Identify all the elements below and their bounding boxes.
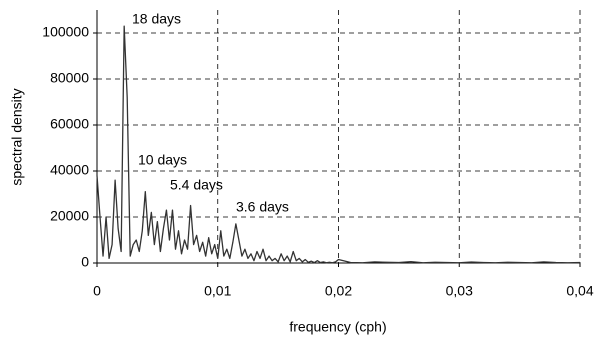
annotation: 10 days bbox=[138, 152, 187, 168]
annotation: 5.4 days bbox=[170, 177, 223, 193]
annotation: 18 days bbox=[132, 11, 181, 27]
y-axis-label: spectral density bbox=[9, 88, 25, 185]
y-tick-label: 0 bbox=[81, 254, 89, 270]
x-tick-label: 0 bbox=[93, 283, 101, 299]
x-tick-label: 0,01 bbox=[204, 283, 231, 299]
x-tick-label: 0,04 bbox=[566, 283, 593, 299]
series-line bbox=[96, 25, 581, 264]
y-tick-label: 60000 bbox=[50, 116, 89, 132]
y-tick-label: 40000 bbox=[50, 162, 89, 178]
y-tick-label: 80000 bbox=[50, 70, 89, 86]
x-tick-label: 0,03 bbox=[446, 283, 473, 299]
y-tick-label: 20000 bbox=[50, 208, 89, 224]
x-tick-label: 0,02 bbox=[325, 283, 352, 299]
annotation: 3.6 days bbox=[236, 199, 289, 215]
y-tick-label: 100000 bbox=[42, 24, 89, 40]
x-axis-label: frequency (cph) bbox=[289, 319, 386, 335]
